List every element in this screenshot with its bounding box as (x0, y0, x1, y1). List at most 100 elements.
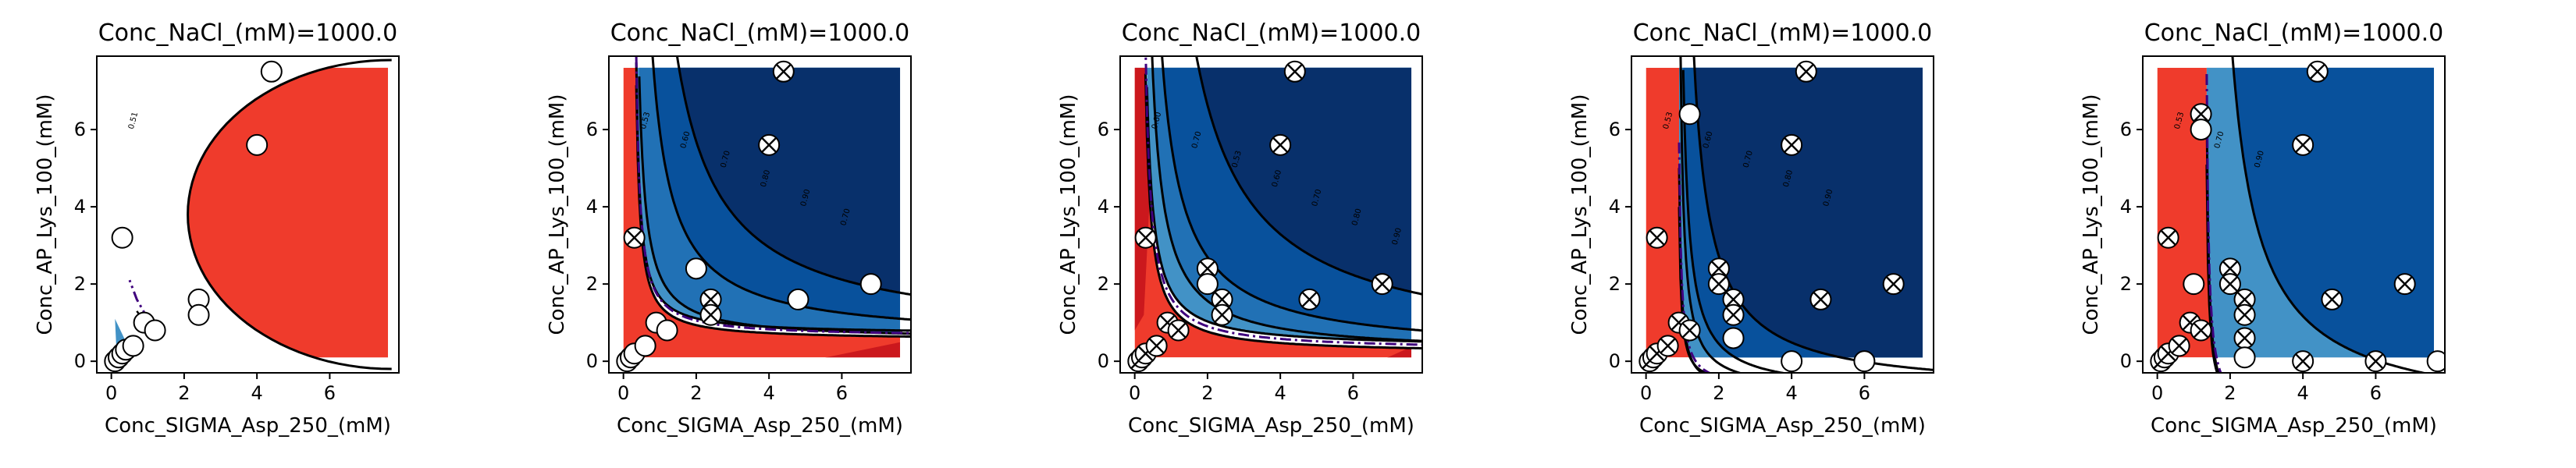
scatter-point (1882, 273, 1905, 296)
scatter-point (1656, 335, 1679, 357)
x-axis-label: Conc_SIGMA_Asp_250_(mM) (617, 414, 903, 438)
axes: 0 2 4 6 0 2 4 6 (586, 119, 848, 404)
y-tick-label: 2 (74, 273, 86, 295)
scatter-point (111, 226, 133, 249)
scatter-point (1707, 273, 1730, 296)
scatter-point (859, 273, 882, 296)
scatter-point (1809, 288, 1832, 310)
y-axis-label: Conc_AP_Lys_100_(mM) (546, 94, 569, 335)
y-tick-label: 6 (1098, 119, 1109, 140)
y-tick-label: 4 (1609, 196, 1621, 218)
contour-line (1161, 56, 1422, 332)
scatter-point (1298, 288, 1321, 310)
x-tick-label: 2 (690, 382, 702, 404)
scatter-point (2190, 319, 2212, 342)
y-axis-label: Conc_AP_Lys_100_(mM) (1568, 94, 1592, 335)
contour-band (2233, 67, 2435, 358)
scatter-point (2218, 257, 2241, 280)
chart-title: Conc_NaCl_(mM)=1000.0 (98, 20, 398, 47)
x-tick-label: 6 (1347, 382, 1359, 404)
scatter-point (246, 133, 269, 156)
axes-frame (1119, 55, 1423, 374)
contour-line (675, 56, 911, 296)
scatter-point (2292, 133, 2314, 156)
scatter-point (1722, 327, 1745, 349)
scatter-point (1781, 350, 1803, 373)
scatter-point (1722, 288, 1745, 310)
scatter-point (1678, 319, 1701, 342)
scatter-point (656, 319, 678, 342)
scatter-point (2233, 346, 2256, 369)
scatter-point (1781, 133, 1803, 156)
scatter-point (2321, 288, 2343, 310)
contour-band (1198, 67, 1412, 292)
axes-frame (608, 55, 912, 374)
y-tick-label: 6 (1609, 119, 1621, 140)
contour-band (678, 67, 901, 293)
scatter-point (2292, 350, 2314, 373)
plot-area: 0.530.600.700.800.90 (1638, 56, 1934, 373)
dashdot-line (635, 56, 911, 335)
scatter-point (2168, 335, 2190, 357)
scatter-points (616, 60, 882, 373)
y-axis-label: Conc_AP_Lys_100_(mM) (1057, 94, 1080, 335)
x-axis-label: Conc_SIGMA_Asp_250_(mM) (1639, 414, 1926, 438)
contour-line (635, 85, 911, 339)
scatter-point (2393, 273, 2416, 296)
x-tick-label: 2 (2224, 382, 2236, 404)
chart-title: Conc_NaCl_(mM)=1000.0 (1633, 20, 1933, 47)
scatter-point (2190, 103, 2212, 126)
x-tick-label: 2 (178, 382, 190, 404)
scatter-point (2233, 303, 2256, 326)
contour-line (1144, 73, 1422, 350)
scatter-point (2233, 327, 2256, 349)
axes-frame (1631, 55, 1934, 374)
x-axis-label: Conc_SIGMA_Asp_250_(mM) (2151, 414, 2437, 438)
contour-line (1679, 56, 1744, 373)
y-tick-label: 4 (1098, 196, 1109, 218)
axes: 0 2 4 6 0 2 4 6 (1098, 119, 1359, 404)
x-tick-label: 6 (1859, 382, 1870, 404)
x-axis-label: Conc_SIGMA_Asp_250_(mM) (1128, 414, 1414, 438)
scatter-points (1127, 60, 1393, 373)
y-tick-label: 2 (1609, 273, 1621, 295)
y-axis-label: Conc_AP_Lys_100_(mM) (34, 94, 57, 335)
x-tick-label: 4 (1275, 382, 1286, 404)
scatter-point (187, 303, 210, 326)
scatter-point (144, 319, 166, 342)
scatter-point (623, 226, 646, 249)
scatter-point (1167, 319, 1190, 342)
scatter-point (699, 288, 722, 310)
x-tick-label: 6 (836, 382, 848, 404)
y-tick-label: 2 (1098, 273, 1109, 295)
chart-panel-1: 0.51 0 2 4 6 0 2 4 6 Conc_NaCl_(mM)=1000.0 Conc_SI… (34, 20, 400, 438)
y-tick-label: 0 (586, 350, 598, 372)
y-tick-label: 6 (74, 119, 86, 140)
contour-band-dark-red (826, 342, 901, 358)
x-tick-label: 0 (1129, 382, 1140, 404)
scatter-point (2183, 273, 2205, 296)
x-tick-label: 4 (763, 382, 775, 404)
plot-area: 0.530.700.90 (2150, 56, 2445, 373)
scatter-point (1269, 133, 1292, 156)
y-tick-label: 6 (586, 119, 598, 140)
axes: 0 2 4 6 0 2 4 6 (1609, 119, 1870, 404)
chart-panel-5: 0.530.700.90 0 2 4 6 0 2 4 6 Conc_NaCl_(mM)=1000.… (2080, 20, 2446, 438)
scatter-point (2364, 350, 2387, 373)
scatter-point (699, 303, 722, 326)
axes-frame (2142, 55, 2446, 374)
x-tick-label: 6 (324, 382, 336, 404)
axes: 0 2 4 6 0 2 4 6 (74, 119, 336, 404)
x-tick-label: 0 (1640, 382, 1652, 404)
scatter-point (1283, 60, 1306, 83)
chart-panel-2: 0.530.600.700.800.900.70 0 2 4 6 0 2 4 6 Conc_NaC… (546, 20, 912, 438)
chart-title: Conc_NaCl_(mM)=1000.0 (2144, 20, 2444, 47)
scatter-point (1646, 226, 1668, 249)
scatter-point (122, 335, 144, 357)
scatter-point (2157, 226, 2179, 249)
contour-line (1681, 69, 1789, 373)
contour-band-red (187, 67, 389, 358)
contour-line (638, 76, 911, 335)
x-tick-label: 4 (2297, 382, 2309, 404)
